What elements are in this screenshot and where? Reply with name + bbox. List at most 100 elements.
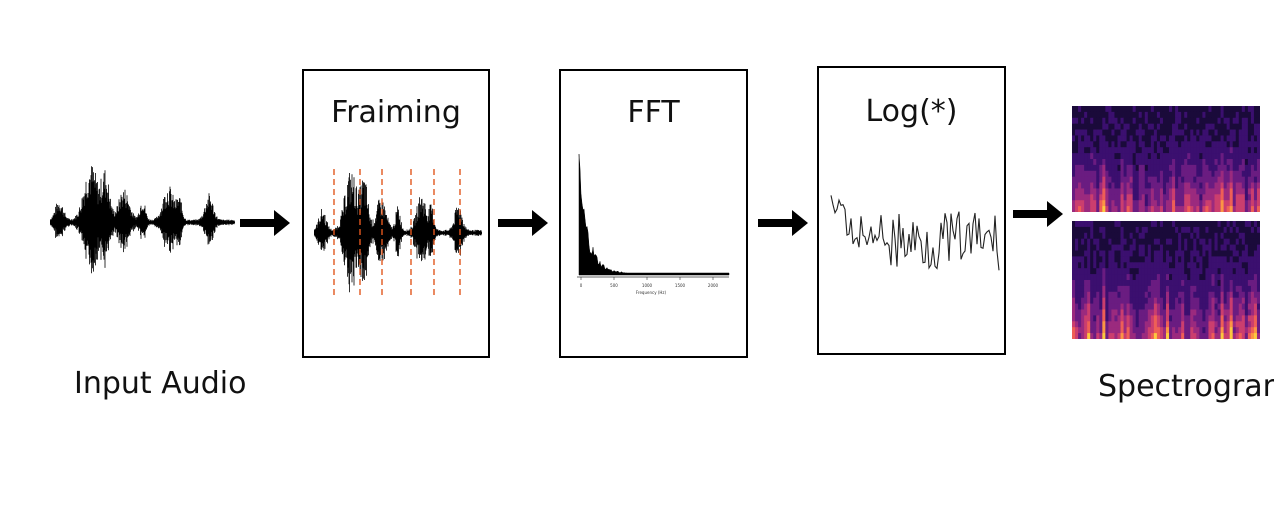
spectrogram-cell bbox=[1169, 188, 1173, 195]
spectrogram-cell bbox=[1129, 147, 1134, 154]
spectrogram-cell bbox=[1235, 297, 1240, 304]
spectrogram-cell bbox=[1075, 159, 1079, 166]
spectrogram-cell bbox=[1178, 170, 1182, 178]
spectrogram-cell bbox=[1084, 274, 1088, 281]
spectrogram-cell bbox=[1093, 194, 1097, 201]
spectrogram-cell bbox=[1159, 153, 1164, 160]
spectrogram-cell bbox=[1190, 226, 1194, 234]
spectrogram-cell bbox=[1187, 262, 1191, 269]
spectrogram-cell bbox=[1229, 176, 1234, 183]
spectrogram-cell bbox=[1229, 159, 1234, 166]
spectrogram-cell bbox=[1190, 123, 1194, 130]
spectrogram-cell bbox=[1114, 285, 1118, 293]
spectrogram-cell bbox=[1093, 297, 1097, 304]
spectrogram-cell bbox=[1217, 238, 1221, 245]
spectrogram-cell bbox=[1166, 123, 1170, 130]
spectrogram-cell bbox=[1123, 291, 1127, 299]
spectrogram-cell bbox=[1102, 232, 1106, 240]
spectrogram-cell bbox=[1123, 135, 1127, 142]
spectrogram-cell bbox=[1147, 309, 1152, 316]
spectrogram-cell bbox=[1126, 226, 1131, 234]
spectrogram-cell bbox=[1078, 117, 1082, 125]
spectrogram-cell bbox=[1172, 303, 1176, 310]
spectrogram-cell bbox=[1202, 321, 1206, 328]
spectrogram-cell bbox=[1078, 135, 1082, 142]
spectrogram-cell bbox=[1184, 226, 1188, 234]
spectrogram-cell bbox=[1123, 129, 1127, 136]
spectrogram-cell bbox=[1159, 194, 1164, 201]
spectrogram-cell bbox=[1187, 123, 1191, 130]
spectrogram-cell bbox=[1211, 111, 1215, 119]
spectrogram-cell bbox=[1247, 327, 1252, 334]
spectrogram-cell bbox=[1226, 232, 1231, 240]
spectrogram-cell bbox=[1217, 321, 1221, 328]
spectrogram-cell bbox=[1126, 274, 1131, 281]
spectrogram-cell bbox=[1090, 327, 1094, 334]
spectrogram-cell bbox=[1087, 226, 1091, 234]
spectrogram-cell bbox=[1187, 206, 1191, 212]
spectrogram-cell bbox=[1090, 244, 1094, 251]
spectrogram-cell bbox=[1120, 135, 1124, 142]
spectrogram-cell bbox=[1181, 106, 1185, 113]
spectrogram-cell bbox=[1250, 274, 1255, 281]
spectrogram-cell bbox=[1235, 285, 1240, 293]
spectrogram-cell bbox=[1111, 315, 1115, 322]
spectrogram-cell bbox=[1166, 285, 1170, 293]
spectrogram-cell bbox=[1178, 274, 1182, 281]
spectrogram-cell bbox=[1129, 232, 1134, 240]
spectrogram-cell bbox=[1087, 262, 1091, 269]
spectrogram-cell bbox=[1199, 262, 1203, 269]
spectrogram-cell bbox=[1147, 256, 1152, 263]
spectrogram-cell bbox=[1153, 194, 1158, 201]
spectrogram-cell bbox=[1090, 232, 1094, 240]
spectrogram-cell bbox=[1111, 285, 1115, 293]
fft-magnitude-area bbox=[578, 154, 730, 276]
spectrogram-cell bbox=[1111, 159, 1115, 166]
spectrogram-cell bbox=[1150, 141, 1155, 148]
spectrogram-cell bbox=[1256, 200, 1260, 207]
spectrogram-cell bbox=[1096, 117, 1100, 125]
spectrogram-cell bbox=[1202, 164, 1206, 172]
spectrogram-cell bbox=[1090, 141, 1094, 148]
spectrogram-cell bbox=[1144, 291, 1149, 299]
spectrogram-cell bbox=[1181, 135, 1185, 142]
spectrogram-cell bbox=[1220, 262, 1225, 269]
spectrogram-cell bbox=[1241, 147, 1246, 154]
spectrogram-cell bbox=[1238, 285, 1243, 293]
spectrogram-cell bbox=[1253, 256, 1258, 263]
spectrogram-cell bbox=[1135, 153, 1140, 160]
spectrogram-cell bbox=[1241, 285, 1246, 293]
spectrogram-cell bbox=[1102, 153, 1106, 160]
spectrogram-cell bbox=[1226, 274, 1231, 281]
spectrogram-cell bbox=[1244, 280, 1249, 287]
spectrogram-cell bbox=[1114, 291, 1118, 299]
spectrogram-cell bbox=[1193, 333, 1197, 339]
spectrogram-cell bbox=[1075, 238, 1079, 245]
spectrogram-cell bbox=[1117, 285, 1121, 293]
spectrogram-cell bbox=[1166, 170, 1170, 178]
spectrogram-cell bbox=[1202, 291, 1206, 299]
spectrogram-cell bbox=[1193, 147, 1197, 154]
spectrogram-cell bbox=[1166, 106, 1170, 113]
spectrogram-cell bbox=[1147, 268, 1152, 275]
spectrogram-cell bbox=[1123, 256, 1127, 263]
spectrogram-cell bbox=[1081, 135, 1085, 142]
spectrogram-cell bbox=[1120, 129, 1124, 136]
spectrogram-cell bbox=[1184, 147, 1188, 154]
spectrogram-cell bbox=[1162, 315, 1167, 322]
spectrogram-cell bbox=[1199, 250, 1203, 257]
spectrogram-cell bbox=[1081, 297, 1085, 304]
spectrogram-cell bbox=[1087, 291, 1091, 299]
spectrogram-cell bbox=[1202, 256, 1206, 263]
spectrogram-cell bbox=[1229, 123, 1234, 130]
spectrogram-cell bbox=[1150, 200, 1155, 207]
spectrogram-cell bbox=[1159, 291, 1164, 299]
spectrogram-cell bbox=[1178, 268, 1182, 275]
spectrogram-cell bbox=[1250, 182, 1255, 189]
spectrogram-cell bbox=[1193, 244, 1197, 251]
spectrogram-cell bbox=[1202, 153, 1206, 160]
spectrogram-cell bbox=[1235, 176, 1240, 183]
spectrogram-cell bbox=[1084, 176, 1088, 183]
spectrogram-cell bbox=[1232, 129, 1237, 136]
spectrogram-cell bbox=[1135, 315, 1140, 322]
